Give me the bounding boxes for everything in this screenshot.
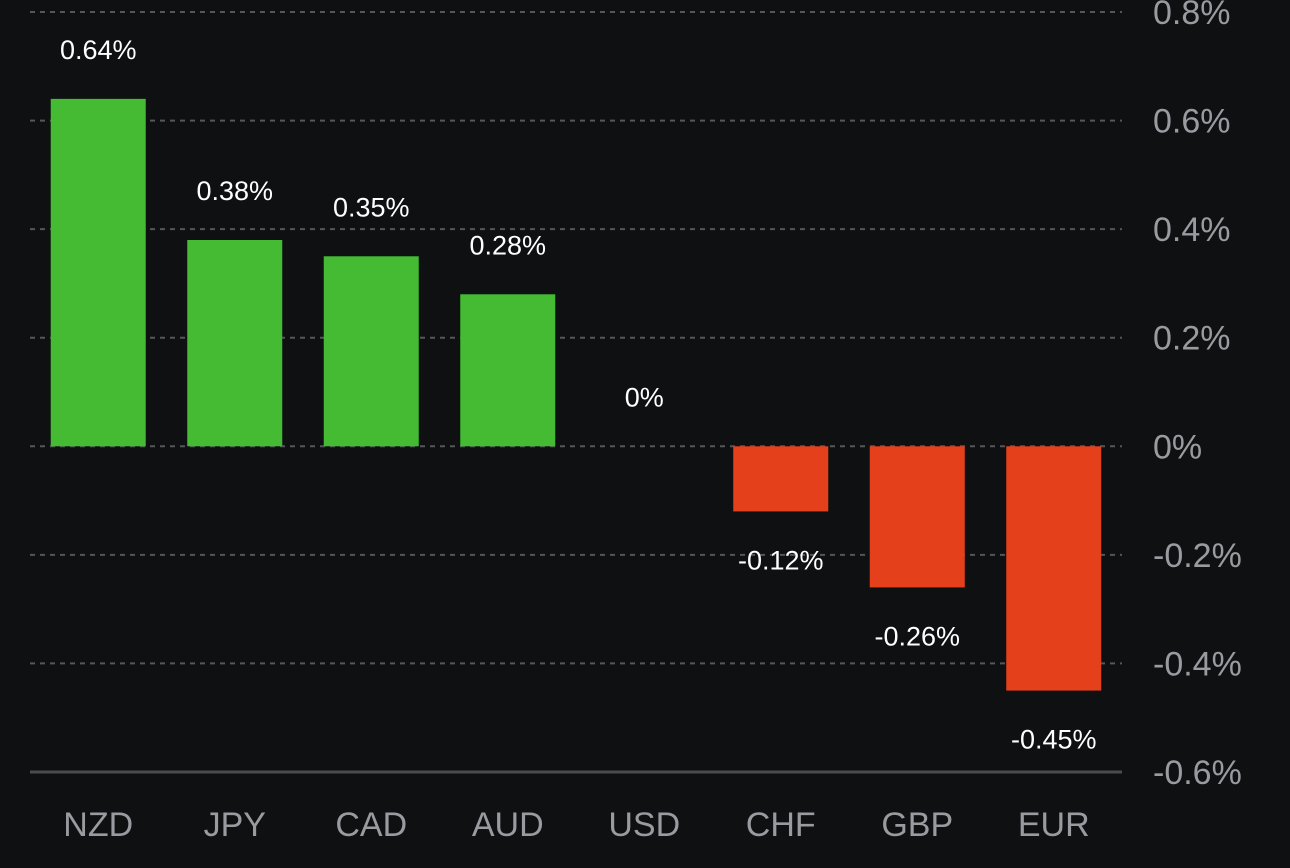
data-label-gbp: -0.26% xyxy=(874,621,960,651)
data-label-chf: -0.12% xyxy=(738,545,824,575)
bar-gbp xyxy=(869,446,965,588)
category-label-gbp: GBP xyxy=(881,806,953,844)
data-label-cad: 0.35% xyxy=(333,192,410,222)
y-tick-label: 0.8% xyxy=(1153,0,1231,32)
bar-chf xyxy=(733,446,829,512)
x-axis-category-labels: NZD JPY CAD AUD USD CHF GBP EUR xyxy=(63,806,1089,844)
data-label-eur: -0.45% xyxy=(1011,725,1097,755)
category-label-nzd: NZD xyxy=(63,806,133,844)
category-label-cad: CAD xyxy=(335,806,407,844)
data-label-usd: 0% xyxy=(625,382,664,412)
category-label-usd: USD xyxy=(608,806,680,844)
y-tick-label: -0.2% xyxy=(1153,537,1242,575)
category-label-aud: AUD xyxy=(472,806,544,844)
category-label-chf: CHF xyxy=(746,806,816,844)
data-label-jpy: 0.38% xyxy=(196,176,273,206)
bar-eur xyxy=(1006,446,1102,691)
category-label-jpy: JPY xyxy=(204,806,266,844)
bar-nzd xyxy=(50,98,146,447)
y-axis-tick-labels: 0.8% 0.6% 0.4% 0.2% 0% -0.2% -0.4% -0.6% xyxy=(1153,0,1242,792)
bar-aud xyxy=(460,294,556,447)
y-tick-label: -0.6% xyxy=(1153,754,1242,792)
y-tick-label: 0% xyxy=(1153,428,1202,466)
data-label-nzd: 0.64% xyxy=(60,35,137,65)
y-tick-label: -0.4% xyxy=(1153,645,1242,683)
bar-cad xyxy=(323,256,419,447)
y-tick-label: 0.4% xyxy=(1153,211,1231,249)
y-tick-label: 0.6% xyxy=(1153,103,1231,141)
category-label-eur: EUR xyxy=(1018,806,1090,844)
bar-jpy xyxy=(187,240,283,447)
bars xyxy=(50,98,1102,691)
y-tick-label: 0.2% xyxy=(1153,320,1231,358)
data-labels: 0.64% 0.38% 0.35% 0.28% 0% -0.12% -0.26% -0.45% xyxy=(60,35,1097,755)
data-label-aud: 0.28% xyxy=(469,230,546,260)
